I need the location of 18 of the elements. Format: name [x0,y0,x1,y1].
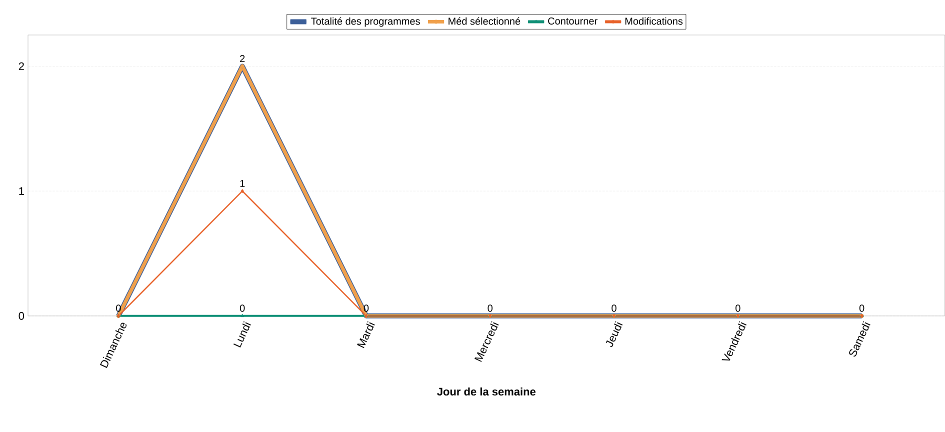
data-label: 2 [240,55,245,62]
legend-label: Modifications [625,17,683,25]
data-label: 0 [488,304,493,312]
data-label: 0 [612,304,616,312]
y-tick-label: 1 [19,187,24,195]
x-tick-label: Lundi [233,321,251,348]
legend-label: Méd sélectionné [448,17,520,25]
x-tick-label: Mardi [357,321,375,348]
legend-label: Contourner [548,18,598,25]
y-tick-label: 2 [18,62,24,70]
data-label: 0 [859,304,864,312]
x-tick-label: Jeudi [606,321,623,348]
data-label: 0 [240,304,245,312]
data-label: 1 [240,180,245,187]
y-tick-label: 0 [18,312,24,320]
x-axis-title: Jour de la semaine [437,388,536,396]
legend-label: Totalité des programmes [311,17,420,27]
data-label: 0 [736,304,740,312]
